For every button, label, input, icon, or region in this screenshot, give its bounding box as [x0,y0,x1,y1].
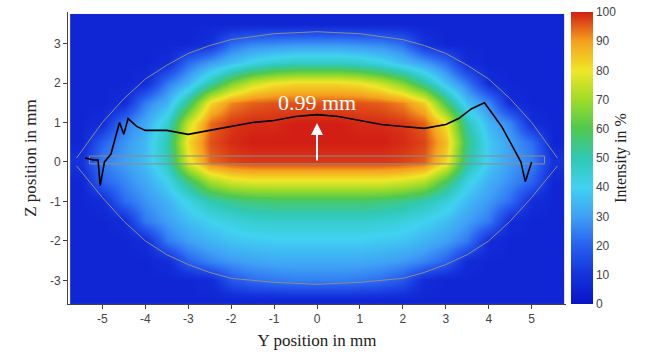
svg-text:0.99 mm: 0.99 mm [278,90,356,115]
svg-text:-3: -3 [183,312,194,326]
svg-text:4: 4 [485,312,492,326]
svg-text:Y position in mm: Y position in mm [258,331,377,350]
svg-text:0: 0 [54,155,61,169]
svg-text:30: 30 [596,210,610,224]
svg-text:-2: -2 [226,312,237,326]
svg-text:-3: -3 [50,274,61,288]
svg-text:3: 3 [54,37,61,51]
svg-text:-4: -4 [140,312,151,326]
svg-text:1: 1 [357,312,364,326]
svg-text:Z position in mm: Z position in mm [21,99,40,217]
svg-text:100: 100 [596,5,616,19]
svg-text:50: 50 [596,151,610,165]
svg-text:80: 80 [596,64,610,78]
svg-text:90: 90 [596,34,610,48]
svg-text:70: 70 [596,93,610,107]
svg-text:20: 20 [596,239,610,253]
svg-text:0: 0 [314,312,321,326]
svg-text:Intensity in %: Intensity in % [612,113,630,203]
svg-text:5: 5 [528,312,535,326]
svg-text:-1: -1 [50,195,61,209]
svg-text:40: 40 [596,180,610,194]
svg-text:-2: -2 [50,234,61,248]
svg-text:1: 1 [54,116,61,130]
svg-text:60: 60 [596,122,610,136]
svg-text:-1: -1 [269,312,280,326]
svg-text:2: 2 [54,76,61,90]
svg-text:3: 3 [442,312,449,326]
svg-text:0: 0 [596,297,603,311]
svg-text:-5: -5 [97,312,108,326]
svg-text:2: 2 [400,312,407,326]
svg-text:10: 10 [596,268,610,282]
